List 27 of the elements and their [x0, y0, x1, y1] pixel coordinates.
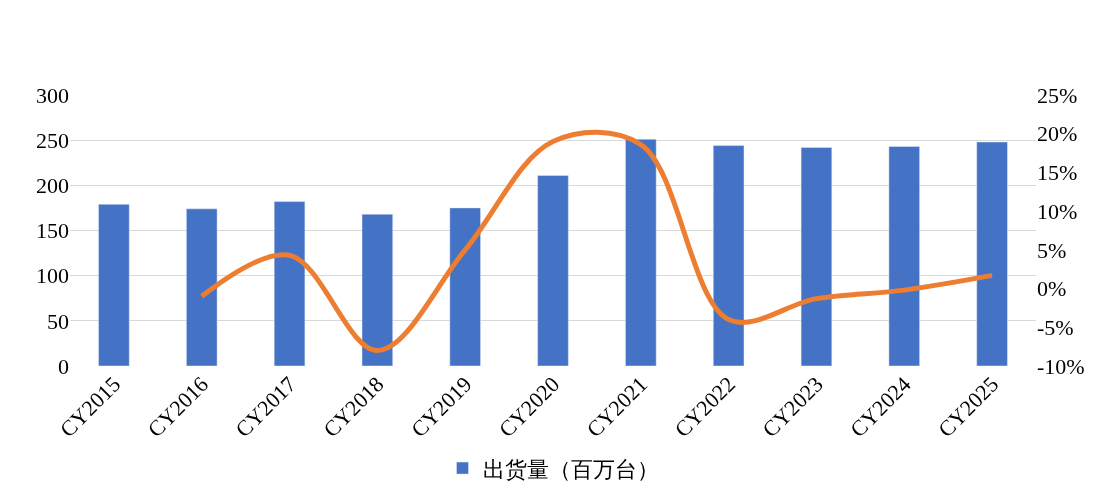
bar [98, 204, 130, 366]
legend-label: 出货量（百万台） [482, 456, 659, 482]
y2-tick-label: -5% [1037, 314, 1074, 340]
bar [800, 147, 833, 366]
bar [537, 175, 569, 366]
y-tick-label: 0 [58, 353, 69, 379]
y2-tick-label: -10% [1037, 353, 1085, 379]
y-tick-label: 250 [36, 127, 69, 153]
bar [361, 213, 393, 366]
y2-tick-label: 0% [1037, 276, 1067, 302]
bar [713, 145, 745, 366]
y-tick-label: 100 [36, 263, 69, 289]
y-tick-label: 300 [36, 82, 69, 108]
y2-tick-label: 5% [1037, 237, 1067, 263]
y-tick-label: 50 [47, 308, 69, 334]
bar [273, 201, 306, 366]
bar [888, 146, 920, 366]
y2-tick-label: 25% [1037, 82, 1078, 108]
bar [449, 207, 481, 366]
y-tick-label: 200 [36, 173, 69, 199]
y2-tick-label: 10% [1037, 198, 1078, 224]
bar [186, 208, 218, 366]
y-tick-label: 150 [36, 218, 69, 244]
y2-tick-label: 15% [1037, 160, 1078, 186]
y2-tick-label: 20% [1037, 121, 1078, 147]
bar [976, 141, 1008, 366]
bar [625, 139, 657, 366]
